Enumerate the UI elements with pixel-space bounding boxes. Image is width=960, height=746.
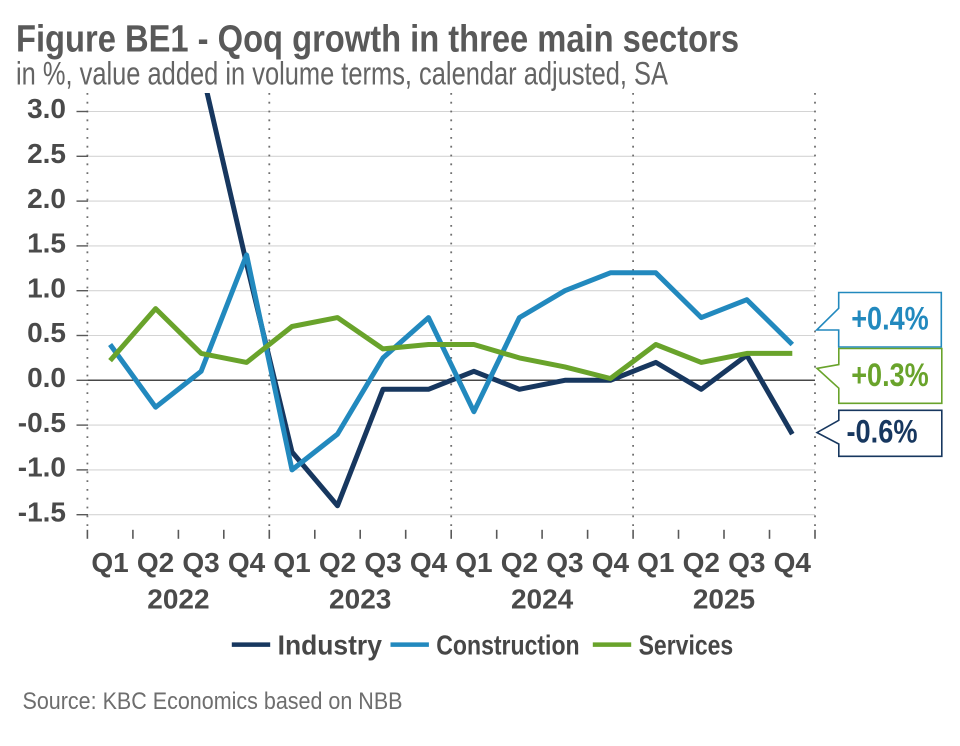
svg-text:0.0: 0.0 [27,362,66,393]
svg-text:Industry: Industry [278,629,383,660]
svg-text:Q2: Q2 [683,547,720,578]
svg-text:Q2: Q2 [319,547,356,578]
svg-text:Construction: Construction [436,629,579,660]
svg-text:2.0: 2.0 [27,183,66,214]
svg-text:+0.3%: +0.3% [851,357,929,393]
svg-text:Q2: Q2 [137,547,174,578]
svg-text:Q3: Q3 [546,547,583,578]
svg-text:Q2: Q2 [501,547,538,578]
svg-text:2.5: 2.5 [27,138,66,169]
svg-text:Figure BE1 - Qoq growth in thr: Figure BE1 - Qoq growth in three main se… [16,19,739,61]
svg-text:Q4: Q4 [774,547,812,578]
svg-text:2023: 2023 [329,584,391,615]
svg-text:Q3: Q3 [364,547,401,578]
svg-text:0.5: 0.5 [27,317,66,348]
svg-text:Q1: Q1 [91,547,128,578]
svg-text:+0.4%: +0.4% [851,301,929,337]
svg-text:Q3: Q3 [728,547,765,578]
svg-text:-0.5: -0.5 [18,407,66,438]
svg-text:Q1: Q1 [455,547,492,578]
svg-text:-0.6%: -0.6% [847,414,918,450]
svg-text:2024: 2024 [511,584,574,615]
svg-text:Q4: Q4 [228,547,266,578]
svg-text:Q1: Q1 [637,547,674,578]
svg-text:Services: Services [639,629,734,660]
svg-text:-1.0: -1.0 [18,452,66,483]
svg-text:Q4: Q4 [592,547,630,578]
svg-text:Q4: Q4 [410,547,448,578]
svg-text:2022: 2022 [147,584,209,615]
svg-text:in %, value added in volume te: in %, value added in volume terms, calen… [16,56,669,92]
svg-text:2025: 2025 [693,584,755,615]
svg-text:3.0: 3.0 [27,93,66,124]
svg-text:Q3: Q3 [182,547,219,578]
svg-text:1.5: 1.5 [27,228,66,259]
svg-text:Q1: Q1 [273,547,310,578]
svg-text:-1.5: -1.5 [18,496,66,527]
svg-text:Source: KBC Economics based on: Source: KBC Economics based on NBB [23,688,403,715]
svg-text:1.0: 1.0 [27,272,66,303]
